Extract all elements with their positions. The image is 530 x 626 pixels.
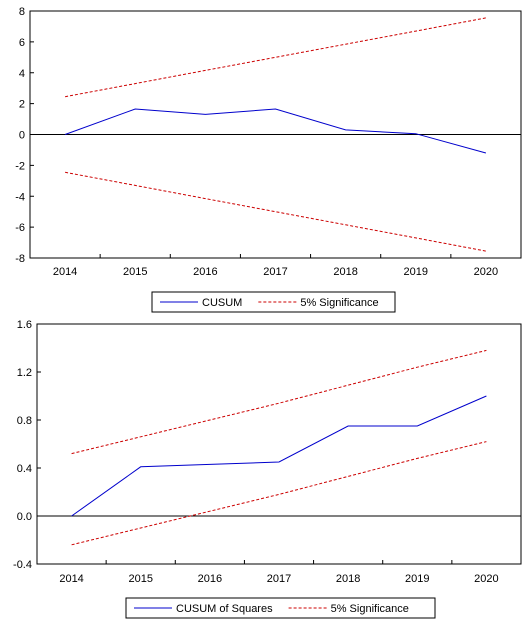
y-tick-label: 6 xyxy=(19,37,25,49)
legend-label: 5% Significance xyxy=(300,297,378,309)
chart-2: 1.6 1.2 0.8 0.4 0.0 -0.4 2014 2015 2016 2017 2018 2… xyxy=(13,319,522,619)
x-tick-label: 2019 xyxy=(404,266,428,278)
x-tick-label: 2016 xyxy=(198,573,222,585)
y-tick-label: -8 xyxy=(15,253,25,265)
upper-significance-line xyxy=(71,349,487,455)
lower-significance-line xyxy=(71,441,487,546)
legend-label: 5% Significance xyxy=(331,603,409,615)
y-tick-label: 1.2 xyxy=(17,367,32,379)
plot-frame xyxy=(36,323,522,565)
legend-label: CUSUM of Squares xyxy=(176,603,273,615)
y-tick-label: -0.4 xyxy=(13,559,32,571)
x-tick-label: 2015 xyxy=(128,573,152,585)
y-tick-label: -2 xyxy=(15,160,25,172)
y-tick-label: 0.0 xyxy=(17,511,32,523)
chart-1: 8 6 4 2 0 -2 -4 -6 -8 2014 2015 2016 2017 2018 2019 202… xyxy=(15,6,522,313)
y-tick-label: 0.8 xyxy=(17,415,32,427)
legend-box xyxy=(125,597,436,619)
x-tick-label: 2014 xyxy=(59,573,83,585)
x-tick-label: 2018 xyxy=(333,266,357,278)
y-tick-label: 2 xyxy=(19,99,25,111)
x-tick-label: 2017 xyxy=(267,573,291,585)
x-tick-label: 2020 xyxy=(474,266,498,278)
x-tick-label: 2014 xyxy=(53,266,77,278)
x-tick-label: 2015 xyxy=(123,266,147,278)
cusum-line xyxy=(64,108,487,154)
cusum-line xyxy=(71,395,487,517)
legend-label: CUSUM xyxy=(202,297,242,309)
x-tick-label: 2019 xyxy=(405,573,429,585)
x-tick-label: 2017 xyxy=(263,266,287,278)
lower-significance-line xyxy=(65,171,486,252)
x-tick-label: 2016 xyxy=(193,266,217,278)
y-tick-label: 1.6 xyxy=(17,319,32,331)
legend: CUSUM of Squares 5% Significance xyxy=(125,597,436,619)
legend: CUSUM 5% Significance xyxy=(151,291,396,313)
y-tick-label: -6 xyxy=(15,222,25,234)
y-tick-label: 0.4 xyxy=(17,463,32,475)
x-tick-label: 2020 xyxy=(474,573,498,585)
y-tick-label: 8 xyxy=(19,6,25,18)
y-tick-label: 0 xyxy=(19,130,25,142)
upper-significance-line xyxy=(65,17,486,98)
x-tick-label: 2018 xyxy=(336,573,360,585)
y-tick-label: 4 xyxy=(19,68,25,80)
y-tick-label: -4 xyxy=(15,191,25,203)
